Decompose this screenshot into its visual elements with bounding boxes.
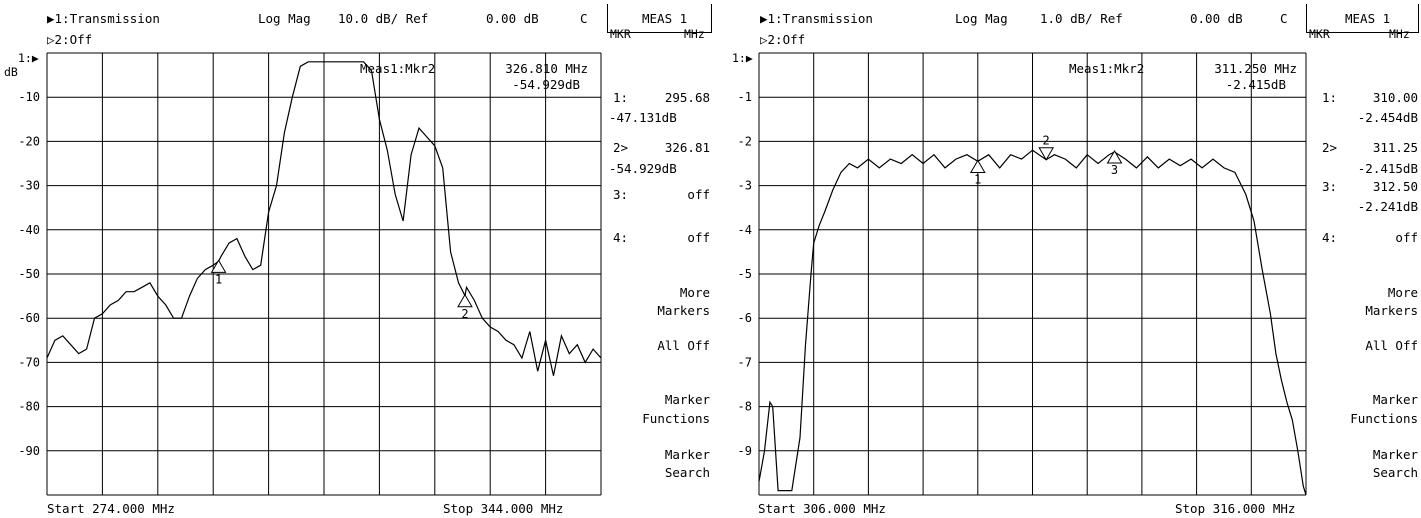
marker-1-freq[interactable]: 310.00: [1372, 90, 1418, 105]
channel2-label[interactable]: ▷2:Off: [47, 32, 93, 47]
marker-1-value: -47.131dB: [609, 110, 677, 125]
marker-4-freq[interactable]: off: [687, 230, 710, 245]
format-label: Log Mag: [955, 11, 1008, 26]
meas-title: MEAS 1: [1345, 11, 1391, 26]
marker-4-label[interactable]: 4:: [1322, 230, 1338, 245]
channel1-label[interactable]: ▶1:Transmission: [47, 11, 160, 26]
meas-box: MEAS 1 MKR MHz: [1306, 4, 1419, 41]
softkey-marker-functions-line1: Marker: [664, 392, 710, 407]
channel1-label[interactable]: ▶1:Transmission: [760, 11, 873, 26]
ref-position-marker: 1:▶: [18, 51, 39, 65]
start-freq-label[interactable]: Start 306.000 MHz: [758, 501, 886, 516]
marker-1-freq[interactable]: 295.68: [664, 90, 710, 105]
meas-title: MEAS 1: [642, 11, 688, 26]
meas-unit-label: MHz: [684, 27, 705, 41]
softkey-more-markers-line1: More: [679, 285, 710, 300]
marker-3-label[interactable]: 3:: [1322, 179, 1338, 194]
softkey-more-markers-line2: Markers: [1365, 303, 1418, 318]
active-marker-value: -2.415dB: [1225, 77, 1286, 92]
active-marker-freq: 326.810 MHz: [505, 61, 588, 76]
format-label: Log Mag: [258, 11, 311, 26]
stop-freq-label[interactable]: Stop 316.000 MHz: [1175, 501, 1296, 516]
active-marker-label: Meas1:Mkr2: [360, 61, 436, 76]
softkey-more-markers-line2: Markers: [657, 303, 710, 318]
marker-2-freq[interactable]: 326.81: [664, 140, 710, 155]
ref-level-label: 0.00 dB: [1190, 11, 1243, 26]
marker-3-label[interactable]: 3:: [613, 187, 629, 202]
marker-4-label[interactable]: 4:: [613, 230, 629, 245]
meas-unit-label: MHz: [1389, 27, 1410, 41]
softkey-all-off-line1: All Off: [657, 338, 710, 353]
active-marker-freq: 311.250 MHz: [1214, 61, 1297, 76]
softkey-marker-functions-line2: Functions: [642, 411, 710, 426]
softkey-marker-search-line1: Marker: [664, 447, 710, 462]
ref-position-marker: 1:▶: [732, 51, 753, 65]
ref-level-label: 0.00 dB: [486, 11, 539, 26]
scale-label: 1.0 dB/ Ref: [1040, 11, 1123, 26]
stop-freq-label[interactable]: Stop 344.000 MHz: [443, 501, 564, 516]
scale-label: 10.0 dB/ Ref: [338, 11, 429, 26]
marker-1-value: -2.454dB: [1357, 110, 1418, 125]
marker-3-freq[interactable]: off: [687, 187, 710, 202]
right-analyzer-panel: ▶1:Transmission ▷2:Off Log Mag 1.0 dB/ R…: [712, 0, 1421, 518]
active-marker-label: Meas1:Mkr2: [1069, 61, 1145, 76]
meas-mkr-label: MKR: [610, 27, 631, 41]
softkey-marker-functions-line1: Marker: [1372, 392, 1418, 407]
left-analyzer-panel: ▶1:Transmission ▷2:Off Log Mag 10.0 dB/ …: [4, 4, 712, 516]
marker-2-label[interactable]: 2>: [1322, 140, 1338, 155]
marker-1-label[interactable]: 1:: [613, 90, 629, 105]
softkey-marker-search-line1: Marker: [1372, 447, 1418, 462]
marker-2-label[interactable]: 2>: [613, 140, 629, 155]
marker-2-value: -54.929dB: [609, 161, 677, 176]
coupling-label: C: [1280, 11, 1288, 26]
marker-2-value: -2.415dB: [1357, 161, 1418, 176]
softkey-more-markers-line1: More: [1387, 285, 1418, 300]
softkey-all-off-line1: All Off: [1365, 338, 1418, 353]
channel2-label[interactable]: ▷2:Off: [760, 32, 806, 47]
marker-1-label[interactable]: 1:: [1322, 90, 1338, 105]
marker-3-value: -2.241dB: [1357, 199, 1418, 214]
active-marker-value: -54.929dB: [512, 77, 580, 92]
meas-mkr-label: MKR: [1309, 27, 1330, 41]
meas-box: MEAS 1 MKR MHz: [607, 4, 712, 41]
marker-2-freq[interactable]: 311.25: [1372, 140, 1418, 155]
softkey-marker-search-line2: Search: [664, 465, 710, 480]
softkey-marker-search-line2: Search: [1372, 465, 1418, 480]
coupling-label: C: [580, 11, 588, 26]
softkey-marker-functions-line2: Functions: [1350, 411, 1418, 426]
start-freq-label[interactable]: Start 274.000 MHz: [47, 501, 175, 516]
marker-4-freq[interactable]: off: [1395, 230, 1418, 245]
y-unit-label: dB: [4, 65, 18, 79]
marker-3-freq[interactable]: 312.50: [1372, 179, 1418, 194]
